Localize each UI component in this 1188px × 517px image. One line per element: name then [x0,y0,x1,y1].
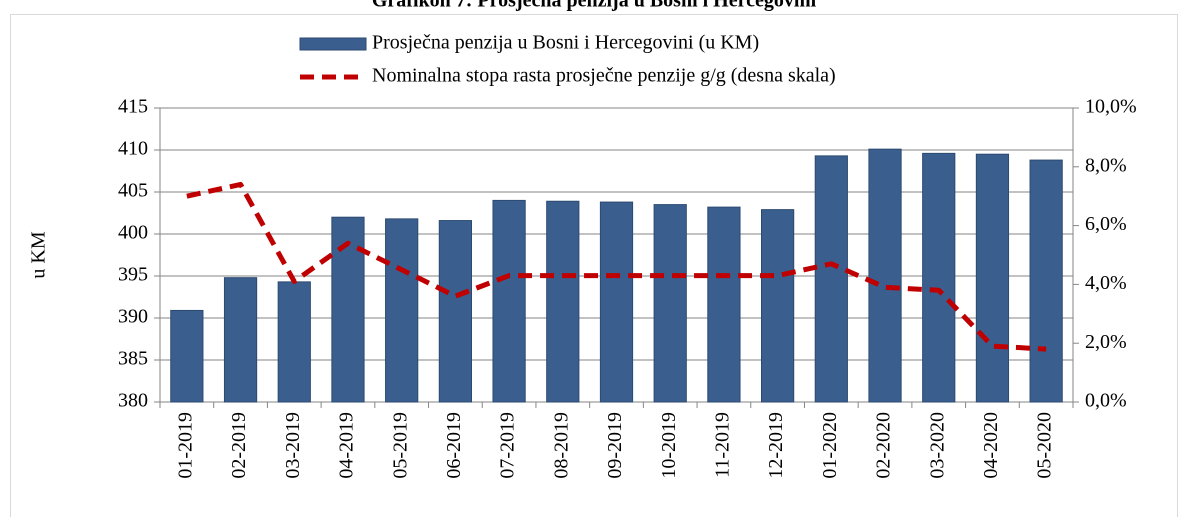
y-tick-label: 410 [118,138,148,160]
y2-tick-label: 2,0% [1085,331,1127,353]
y-tick-label: 390 [118,306,148,328]
x-tick-label: 07-2019 [497,412,519,479]
x-tick-label: 08-2019 [550,412,572,479]
x-tick-label: 04-2019 [336,412,358,479]
y-tick-label: 385 [118,348,148,370]
bar [223,277,258,403]
y2-tick-label: 8,0% [1085,154,1127,176]
y2-tick-label: 0,0% [1085,390,1127,412]
x-tick-label: 03-2019 [282,412,304,479]
bar [546,200,580,403]
bar [653,204,687,403]
x-tick-label: 01-2020 [819,412,841,479]
y2-tick-label: 6,0% [1085,213,1127,235]
bar [761,209,795,403]
bar [1029,159,1063,403]
x-tick-label: 04-2020 [980,412,1002,479]
bar [814,155,848,403]
x-tick-label: 03-2020 [926,412,948,479]
x-tick-label: 09-2019 [604,412,626,479]
legend-label: Prosječna penzija u Bosni i Hercegovini … [372,32,759,54]
bar [868,148,902,403]
x-tick-label: 05-2019 [389,412,411,479]
bar [599,201,634,403]
x-tick-label: 06-2019 [443,412,465,479]
x-tick-label: 10-2019 [658,412,680,479]
y2-tick-label: 4,0% [1085,272,1127,294]
bar [492,199,526,403]
y-tick-label: 415 [118,96,148,118]
x-tick-label: 05-2020 [1034,412,1056,479]
legend-label: Nominalna stopa rasta prosječne penzije … [372,65,836,87]
x-tick-label: 01-2019 [174,412,196,479]
x-tick-label: 11-2019 [712,412,734,478]
legend-swatch [299,37,367,51]
y-tick-label: 380 [118,390,148,412]
x-tick-label: 12-2019 [765,412,787,479]
bar [707,206,741,403]
bar [170,309,204,403]
x-tick-label: 02-2020 [873,412,895,479]
bar [922,152,956,403]
bar [975,153,1010,403]
y2-tick-label: 10,0% [1085,96,1137,118]
chart-title: Grafikon 7: Prosječna penzija u Bosni i … [372,0,817,12]
bar [385,218,419,403]
y-tick-label: 395 [118,264,148,286]
line [186,181,1047,352]
bar [438,220,472,403]
x-tick-label: 02-2019 [228,412,250,479]
y-tick-label: 405 [118,180,148,202]
y-axis-label: u KM [28,231,50,278]
y-tick-label: 400 [118,222,148,244]
bar [277,281,311,403]
